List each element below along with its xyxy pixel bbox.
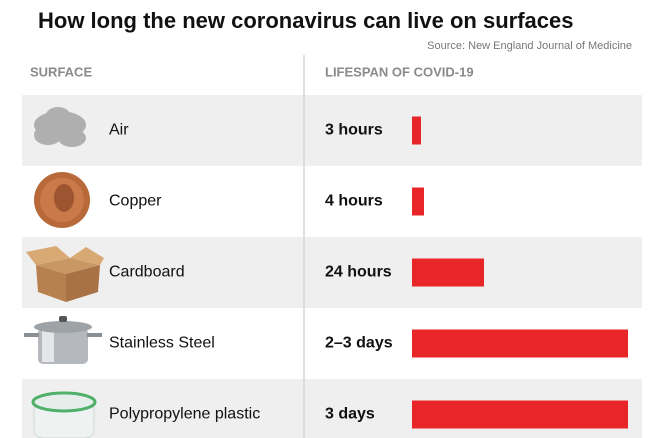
column-header: SURFACE: [30, 64, 92, 79]
category-label: Cardboard: [109, 264, 185, 281]
rows: [22, 95, 642, 438]
bar: [412, 187, 424, 216]
row-background: [22, 237, 642, 308]
category-label: Air: [109, 122, 129, 139]
air-icon: [34, 107, 86, 147]
bar: [412, 258, 484, 287]
value-label: 3 hours: [325, 122, 383, 139]
value-label: 4 hours: [325, 193, 383, 210]
value-label: 24 hours: [325, 264, 392, 281]
steel-icon: [24, 316, 102, 364]
value-label: 2–3 days: [325, 335, 393, 352]
copper-icon: [34, 172, 90, 228]
row-background: [22, 166, 642, 237]
category-label: Polypropylene plastic: [109, 406, 260, 423]
cardboard-icon: [26, 246, 104, 302]
bar: [412, 116, 421, 145]
category-label: Stainless Steel: [109, 335, 215, 352]
bar: [412, 329, 628, 358]
row-background: [22, 95, 642, 166]
category-label: Copper: [109, 193, 162, 210]
chart-title: How long the new coronavirus can live on…: [38, 8, 573, 33]
source: Source: New England Journal of Medicine: [427, 40, 632, 52]
value-label: 3 days: [325, 406, 375, 423]
bar: [412, 400, 628, 429]
column-header: LIFESPAN OF COVID-19: [325, 64, 474, 79]
plastic-icon: [31, 391, 97, 438]
icons: [24, 107, 104, 438]
